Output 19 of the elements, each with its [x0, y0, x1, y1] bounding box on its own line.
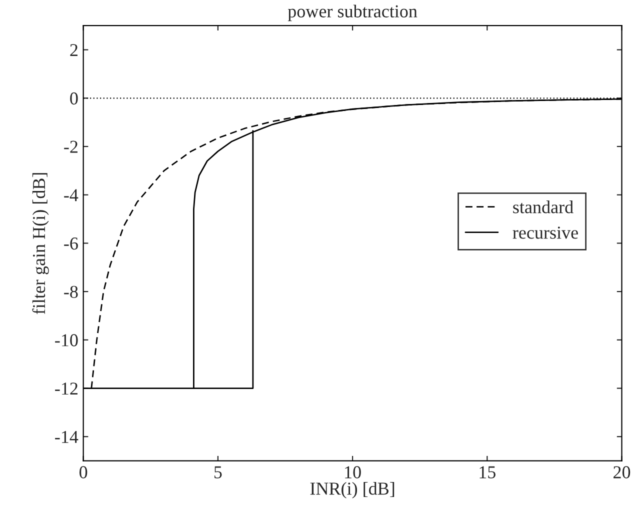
x-tick-label: 5 [214, 466, 222, 478]
legend-label: standard [513, 200, 574, 214]
x-axis-title: INR(i) [dB] [310, 482, 394, 498]
x-tick-label: 0 [80, 466, 88, 478]
x-tick-label: 20 [614, 466, 630, 478]
y-tick-label: -2 [64, 140, 78, 153]
y-tick-label: -8 [64, 286, 78, 298]
y-tick-label: -12 [55, 382, 78, 395]
x-tick-label: 15 [480, 466, 496, 478]
y-tick-label: -4 [64, 189, 78, 202]
y-tick-label: -10 [55, 334, 78, 346]
x-tick-label: 10 [345, 466, 361, 478]
y-tick-label: -6 [64, 238, 78, 250]
y-tick-label: -14 [55, 430, 78, 443]
y-tick-label: 2 [70, 44, 78, 56]
y-tick-label: 0 [70, 92, 78, 105]
chart-title: power subtraction [288, 4, 418, 22]
legend-label: recursive [512, 226, 578, 239]
y-axis-title: filter gain H(i) [dB] [32, 173, 49, 314]
